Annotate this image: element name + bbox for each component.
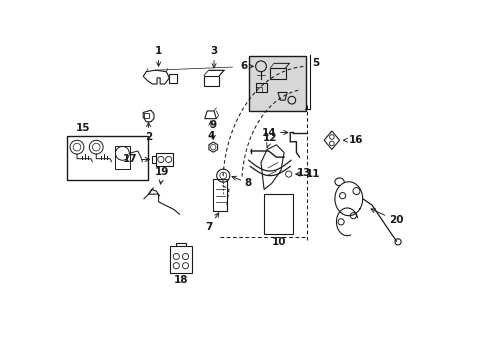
Bar <box>115 145 130 169</box>
Text: 7: 7 <box>204 213 218 232</box>
Bar <box>270 68 285 78</box>
Bar <box>143 112 149 118</box>
Bar <box>67 136 147 180</box>
Text: 19: 19 <box>155 167 169 184</box>
Text: 14: 14 <box>261 127 287 138</box>
Bar <box>156 153 173 166</box>
Text: 4: 4 <box>207 121 214 141</box>
Text: 11: 11 <box>295 169 320 179</box>
Text: 6: 6 <box>240 61 253 71</box>
Text: 3: 3 <box>210 46 217 68</box>
Text: 9: 9 <box>209 120 216 139</box>
Bar <box>213 179 226 211</box>
Text: 18: 18 <box>173 275 188 285</box>
Text: 2: 2 <box>144 123 152 142</box>
Text: 15: 15 <box>76 123 90 133</box>
Text: 12: 12 <box>263 133 277 148</box>
Bar <box>169 74 177 83</box>
Text: 17: 17 <box>123 154 149 165</box>
Text: 16: 16 <box>343 135 363 145</box>
Text: 1: 1 <box>155 46 162 66</box>
Bar <box>256 87 261 93</box>
Text: 8: 8 <box>232 176 252 188</box>
Text: 20: 20 <box>370 209 403 225</box>
Text: 5: 5 <box>312 58 319 68</box>
Text: 10: 10 <box>271 237 285 247</box>
Bar <box>248 55 306 111</box>
Text: 13: 13 <box>297 167 311 177</box>
Bar <box>256 83 266 93</box>
Bar <box>264 194 293 234</box>
Bar <box>170 247 191 273</box>
Bar <box>203 76 219 86</box>
